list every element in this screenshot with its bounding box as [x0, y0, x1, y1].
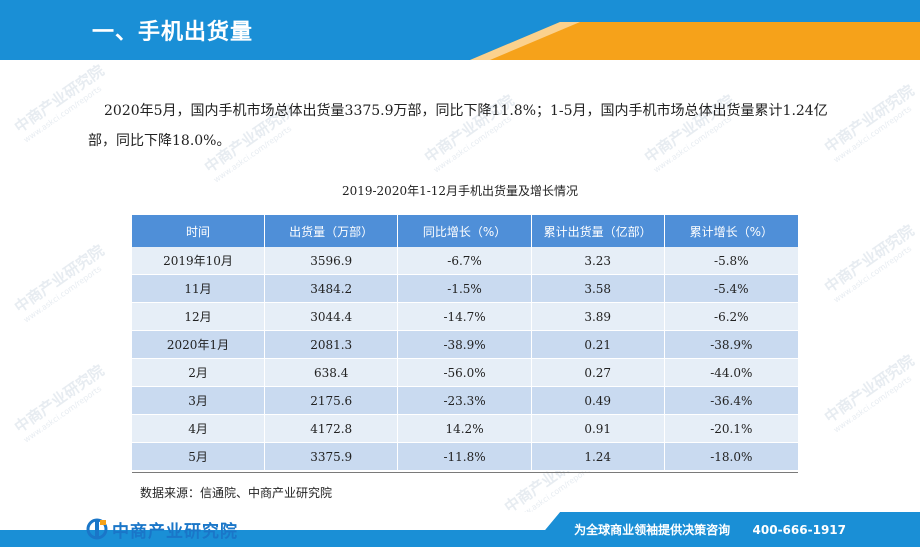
footer-slogan: 为全球商业领袖提供决策咨询 400-666-1917	[574, 521, 846, 538]
table-cell: -18.0%	[664, 442, 798, 471]
table-cell: 1.24	[531, 442, 665, 471]
table-cell: 2175.6	[264, 386, 399, 415]
phone-number: 400-666-1917	[752, 523, 846, 537]
table-row: 12月 3044.4 -14.7% 3.89 -6.2%	[132, 302, 798, 331]
watermark: 中商产业研究院 www.askci.com/reports	[11, 241, 108, 325]
column-header: 累计出货量（亿部）	[531, 215, 665, 247]
column-header: 出货量（万部）	[264, 215, 399, 247]
footer-banner	[0, 512, 920, 547]
table-cell: 4172.8	[264, 414, 399, 443]
table-title: 2019-2020年1-12月手机出货量及增长情况	[341, 184, 579, 198]
table-cell: 5月	[132, 442, 266, 471]
table-cell: -36.4%	[664, 386, 798, 415]
table-cell: 0.21	[531, 330, 665, 359]
shipment-table: 时间 出货量（万部） 同比增长（%） 累计出货量（亿部） 累计增长（%） 201…	[132, 215, 798, 471]
watermark: 中商产业研究院 www.askci.com/reports	[821, 351, 918, 435]
table-cell: 4月	[132, 414, 266, 443]
table-row: 2月 638.4 -56.0% 0.27 -44.0%	[132, 358, 798, 387]
table-cell: 0.27	[531, 358, 665, 387]
table-cell: -6.7%	[397, 247, 532, 275]
table-cell: 12月	[132, 302, 266, 331]
table-row: 3月 2175.6 -23.3% 0.49 -36.4%	[132, 386, 798, 415]
table-cell: -23.3%	[397, 386, 532, 415]
table-cell: 2020年1月	[132, 330, 266, 359]
column-header: 时间	[132, 215, 266, 247]
watermark: 中商产业研究院 www.askci.com/reports	[11, 361, 108, 445]
table-cell: 2081.3	[264, 330, 399, 359]
header-banner: 一、手机出货量	[0, 0, 920, 60]
table-cell: -38.9%	[664, 330, 798, 359]
column-header: 累计增长（%）	[664, 215, 798, 247]
table-row: 2020年1月 2081.3 -38.9% 0.21 -38.9%	[132, 330, 798, 359]
table-cell: 3596.9	[264, 247, 399, 275]
table-cell: -38.9%	[397, 330, 532, 359]
table-cell: 2月	[132, 358, 266, 387]
table-cell: 2019年10月	[132, 247, 266, 275]
slogan-text: 为全球商业领袖提供决策咨询	[574, 523, 731, 537]
table-cell: -20.1%	[664, 414, 798, 443]
table-cell: 3044.4	[264, 302, 399, 331]
table-row: 5月 3375.9 -11.8% 1.24 -18.0%	[132, 442, 798, 471]
table-cell: -5.8%	[664, 247, 798, 275]
table-cell: -6.2%	[664, 302, 798, 331]
table-row: 4月 4172.8 14.2% 0.91 -20.1%	[132, 414, 798, 443]
table-cell: -56.0%	[397, 358, 532, 387]
table-cell: -5.4%	[664, 274, 798, 303]
company-logo: 中商产业研究院	[86, 516, 238, 542]
table-bottom-rule	[132, 472, 798, 473]
table-row: 11月 3484.2 -1.5% 3.58 -5.4%	[132, 274, 798, 303]
table-cell: 3.23	[531, 247, 665, 275]
table-cell: 0.49	[531, 386, 665, 415]
page-title: 一、手机出货量	[92, 20, 254, 45]
table-cell: -11.8%	[397, 442, 532, 471]
logo-mark-icon	[86, 518, 108, 540]
table-cell: 0.91	[531, 414, 665, 443]
table-cell: 3.89	[531, 302, 665, 331]
logo-text: 中商产业研究院	[112, 521, 238, 542]
table-cell: 3月	[132, 386, 266, 415]
table-cell: 638.4	[264, 358, 399, 387]
watermark: 中商产业研究院 www.askci.com/reports	[821, 221, 918, 305]
table-cell: 14.2%	[397, 414, 532, 443]
table-cell: -14.7%	[397, 302, 532, 331]
table-cell: 3375.9	[264, 442, 399, 471]
summary-paragraph: 2020年5月，国内手机市场总体出货量3375.9万部，同比下降11.8%；1-…	[88, 103, 828, 149]
table-cell: -44.0%	[664, 358, 798, 387]
table-row: 2019年10月 3596.9 -6.7% 3.23 -5.8%	[132, 247, 798, 275]
table-cell: 11月	[132, 274, 266, 303]
table-cell: -1.5%	[397, 274, 532, 303]
data-source: 数据来源：信通院、中商产业研究院	[140, 486, 333, 500]
table-cell: 3.58	[531, 274, 665, 303]
column-header: 同比增长（%）	[397, 215, 532, 247]
table-cell: 3484.2	[264, 274, 399, 303]
table-header-row: 时间 出货量（万部） 同比增长（%） 累计出货量（亿部） 累计增长（%）	[132, 215, 798, 247]
